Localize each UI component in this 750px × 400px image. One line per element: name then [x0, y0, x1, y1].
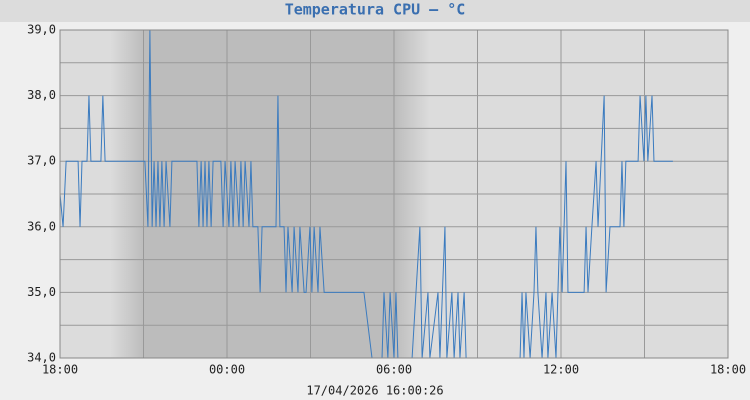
data-line: [59, 29, 673, 359]
x-tick-label: 00:00: [209, 363, 245, 377]
y-tick-label: 35,0: [27, 285, 56, 299]
x-tick-label: 18:00: [42, 363, 78, 377]
y-tick-label: 38,0: [27, 88, 56, 102]
x-tick-label: 06:00: [376, 363, 412, 377]
x-tick-label: 18:00: [710, 363, 746, 377]
y-tick-label: 39,0: [27, 23, 56, 37]
plot-frame: [59, 29, 729, 359]
footer-timestamp: 17/04/2026 16:00:26: [306, 384, 443, 398]
y-tick-label: 37,0: [27, 154, 56, 168]
y-tick-label: 36,0: [27, 219, 56, 233]
title-bar: [0, 0, 750, 22]
x-tick-label: 12:00: [543, 363, 579, 377]
chart-title: Temperatura CPU – °C: [285, 1, 466, 19]
y-tick-label: 34,0: [27, 351, 56, 365]
